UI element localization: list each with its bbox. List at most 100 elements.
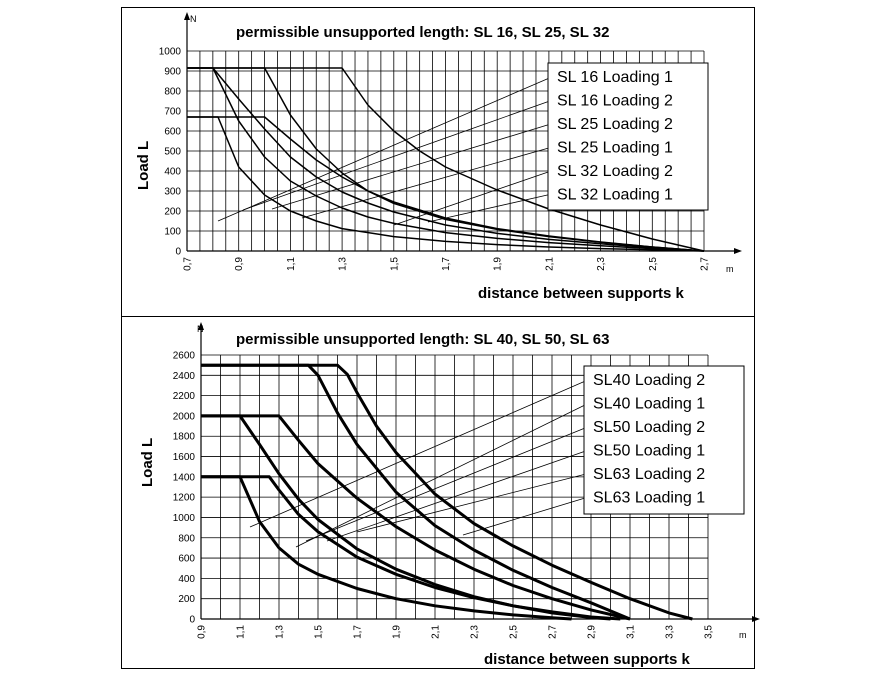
- legend-entry: SL40 Loading 1: [593, 396, 705, 413]
- series-line: [187, 116, 705, 252]
- legend-box: [583, 365, 745, 515]
- x-tick-label: 2,7: [548, 625, 559, 639]
- legend-entry: SL50 Loading 1: [593, 443, 705, 460]
- series-line: [201, 363, 693, 621]
- x-tick-label: 2,9: [587, 625, 598, 639]
- legend-entry: SL 25 Loading 2: [557, 116, 673, 133]
- legend-entry: SL 32 Loading 1: [557, 187, 673, 204]
- legend-leader-line: [271, 122, 555, 210]
- y-tick-label: 2200: [173, 391, 196, 402]
- x-tick-label: 0,9: [234, 257, 245, 271]
- y-axis-arrow: [198, 322, 204, 330]
- legend-leader-line: [393, 169, 555, 226]
- y-tick-label: 200: [164, 207, 181, 218]
- x-tick-label: 1,9: [493, 257, 504, 271]
- series-line: [201, 363, 631, 621]
- x-tick-label: 2,1: [431, 625, 442, 639]
- x-tick-label: 2,3: [470, 625, 481, 639]
- legend-leaders: [249, 378, 591, 548]
- y-tick-label: 300: [164, 187, 181, 198]
- axes: [198, 322, 760, 622]
- x-axis-label: distance between supports k: [484, 651, 691, 668]
- y-tick-label: 1400: [173, 472, 196, 483]
- legend-leader-line: [242, 99, 555, 211]
- x-tick-label: 3,1: [626, 625, 637, 639]
- legend-leader-line: [217, 75, 555, 222]
- series-line: [201, 414, 631, 621]
- series-line: [187, 67, 705, 252]
- x-tick-label: 1,5: [389, 257, 400, 271]
- x-unit-label: m: [739, 630, 747, 640]
- x-axis-label: distance between supports k: [478, 285, 685, 302]
- x-tick-label: 3,5: [704, 625, 715, 639]
- series-line: [187, 67, 705, 252]
- y-tick-label: 2000: [173, 411, 196, 422]
- x-tick-label: 0,9: [197, 625, 208, 639]
- x-tick-label: 2,3: [596, 257, 607, 271]
- series-line: [201, 475, 572, 621]
- legend-box: [547, 62, 709, 211]
- y-tick-label: 100: [164, 227, 181, 238]
- series-lines: [201, 363, 693, 621]
- y-tick-label: 400: [164, 167, 181, 178]
- legend-leader-line: [462, 496, 591, 536]
- x-tick-labels: 0,7 0,9 1,1 1,3 1,5 1,7 1,9 2,1 2,3 2,5 2,7: [183, 257, 711, 271]
- legend-leader-line: [295, 402, 591, 548]
- x-tick-label: 1,1: [286, 257, 297, 271]
- legend-entry: SL40 Loading 2: [593, 372, 705, 389]
- x-tick-label: 2,5: [648, 257, 659, 271]
- x-unit-label: m: [726, 264, 734, 274]
- x-tick-label: 1,1: [236, 625, 247, 639]
- legend-entry: SL 32 Loading 2: [557, 163, 673, 180]
- y-tick-label: 2400: [173, 371, 196, 382]
- legend-entry: SL 16 Loading 1: [557, 69, 673, 86]
- legend-leader-line: [356, 472, 591, 533]
- x-tick-label: 0,7: [183, 257, 194, 271]
- y-tick-label: 0: [175, 247, 181, 258]
- y-tick-label: 500: [164, 147, 181, 158]
- grid: [200, 354, 709, 620]
- y-tick-label: 400: [178, 574, 195, 585]
- legend: SL 16 Loading 1 SL 16 Loading 2 SL 25 Load…: [547, 62, 709, 211]
- series-line: [187, 67, 705, 252]
- y-tick-label: 900: [164, 67, 181, 78]
- legend-entry: SL63 Loading 2: [593, 466, 705, 483]
- legend-entry: SL 16 Loading 2: [557, 93, 673, 110]
- chart-title: permissible unsupported length: SL 16, S…: [236, 24, 609, 41]
- y-axis-arrow: [184, 12, 190, 20]
- y-tick-label: 0: [189, 615, 195, 626]
- legend-leader-line: [305, 425, 591, 542]
- x-tick-label: 2,5: [509, 625, 520, 639]
- y-tick-label: 600: [164, 127, 181, 138]
- x-tick-label: 1,3: [338, 257, 349, 271]
- legend: SL40 Loading 2 SL40 Loading 1 SL50 Loading…: [583, 365, 745, 515]
- y-tick-label: 2600: [173, 351, 196, 362]
- y-axis-label: Load L: [139, 438, 156, 487]
- y-tick-labels: 0 100 200 300 400 500 600 700 800 900 1000: [159, 47, 182, 258]
- x-axis-arrow: [734, 248, 742, 254]
- legend-leader-line: [326, 449, 591, 542]
- chart-sl16-25-32: permissible unsupported length: SL 16, S…: [135, 12, 742, 302]
- legend-leaders: [217, 75, 555, 226]
- x-tick-label: 2,7: [700, 257, 711, 271]
- x-tick-label: 1,7: [353, 625, 364, 639]
- x-tick-label: 3,3: [665, 625, 676, 639]
- chart-sl40-50-63: permissible unsupported length: SL 40, S…: [139, 322, 760, 668]
- y-tick-label: 700: [164, 107, 181, 118]
- y-tick-labels: 0 200 400 600 800 1000 1200 1400 1600 1800 2000 220…: [173, 351, 196, 626]
- x-tick-label: 1,9: [392, 625, 403, 639]
- legend-leader-line: [301, 146, 555, 219]
- legend-entry: SL50 Loading 2: [593, 419, 705, 436]
- y-tick-label: 800: [164, 87, 181, 98]
- series-line: [201, 475, 621, 621]
- x-tick-label: 1,3: [275, 625, 286, 639]
- legend-entry: SL63 Loading 1: [593, 490, 705, 507]
- y-tick-label: 800: [178, 533, 195, 544]
- x-tick-label: 1,5: [314, 625, 325, 639]
- series-lines: [187, 67, 705, 252]
- series-line: [201, 414, 611, 621]
- legend-leader-line: [427, 193, 555, 223]
- y-tick-label: 1000: [159, 47, 182, 58]
